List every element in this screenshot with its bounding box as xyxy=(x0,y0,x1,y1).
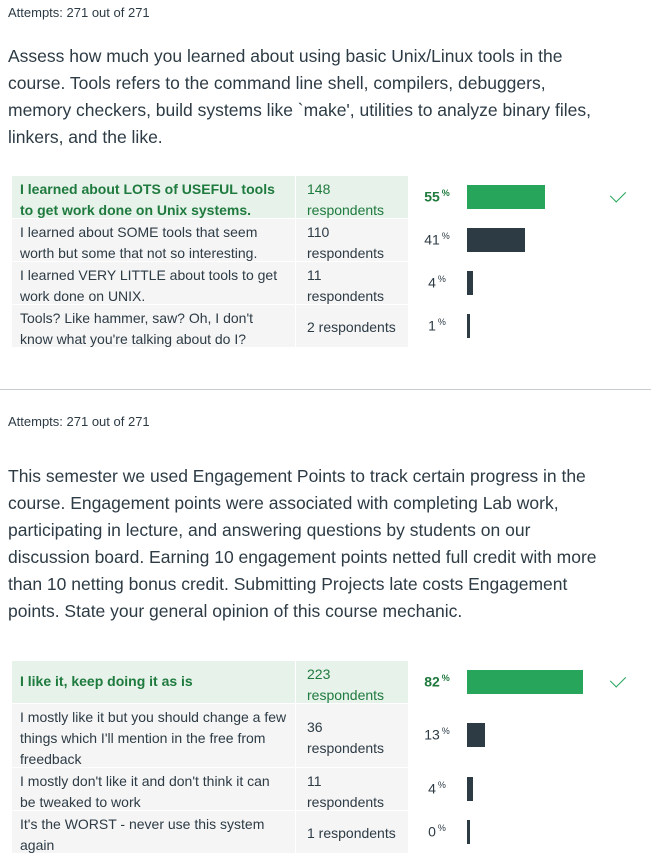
respondents-count: 11 respondents xyxy=(296,262,408,304)
answer-row: It's the WORST - never use this system a… xyxy=(12,811,651,853)
percent-bar xyxy=(467,185,545,209)
respondents-count: 11 respondents xyxy=(296,768,408,810)
percent-value: 55% xyxy=(424,188,450,205)
percent-value: 0% xyxy=(428,823,446,840)
percent-bar xyxy=(467,777,473,801)
answer-row: I mostly like it but you should change a… xyxy=(12,704,651,767)
answer-text: I learned VERY LITTLE about tools to get… xyxy=(12,262,295,304)
answer-row: I learned about LOTS of USEFUL tools to … xyxy=(12,176,651,218)
answer-text: I mostly don't like it and don't think i… xyxy=(12,768,295,810)
correct-check-icon xyxy=(609,671,627,688)
respondents-count: 36 respondents xyxy=(296,704,408,767)
percent-value: 41% xyxy=(424,231,450,248)
answer-row: I mostly don't like it and don't think i… xyxy=(12,768,651,810)
percent-bar xyxy=(467,670,583,694)
answer-text: I mostly like it but you should change a… xyxy=(12,704,295,767)
percent-value: 4% xyxy=(428,780,446,797)
answer-text: I learned about SOME tools that seem wor… xyxy=(12,219,295,261)
question-text: Assess how much you learned about using … xyxy=(8,46,591,147)
percent-value: 1% xyxy=(428,317,446,334)
question-text: This semester we used Engagement Points … xyxy=(8,466,597,621)
attempts-label: Attempts: 271 out of 271 xyxy=(8,5,150,20)
answer-row: I learned about SOME tools that seem wor… xyxy=(12,219,651,261)
percent-bar xyxy=(467,228,525,252)
respondents-count: 2 respondents xyxy=(296,305,408,347)
correct-check-icon xyxy=(609,186,627,203)
percent-value: 82% xyxy=(424,673,450,690)
attempts-label: Attempts: 271 out of 271 xyxy=(8,414,150,429)
answer-row: Tools? Like hammer, saw? Oh, I don't kno… xyxy=(12,305,651,347)
answer-row: I learned VERY LITTLE about tools to get… xyxy=(12,262,651,304)
respondents-count: 148 respondents xyxy=(296,176,408,218)
respondents-count: 110 respondents xyxy=(296,219,408,261)
percent-value: 4% xyxy=(428,274,446,291)
respondents-count: 223 respondents xyxy=(296,661,408,703)
respondents-count: 1 respondents xyxy=(296,811,408,853)
answer-text: It's the WORST - never use this system a… xyxy=(12,811,295,853)
section-divider xyxy=(0,389,651,390)
percent-bar xyxy=(467,314,470,338)
answer-text: I like it, keep doing it as is xyxy=(12,661,295,703)
percent-bar xyxy=(467,271,473,295)
percent-bar xyxy=(467,723,485,747)
answer-row: I like it, keep doing it as is 223 respo… xyxy=(12,661,651,703)
answer-text: I learned about LOTS of USEFUL tools to … xyxy=(12,176,295,218)
percent-value: 13% xyxy=(424,726,450,743)
answer-text: Tools? Like hammer, saw? Oh, I don't kno… xyxy=(12,305,295,347)
percent-bar xyxy=(467,820,470,844)
